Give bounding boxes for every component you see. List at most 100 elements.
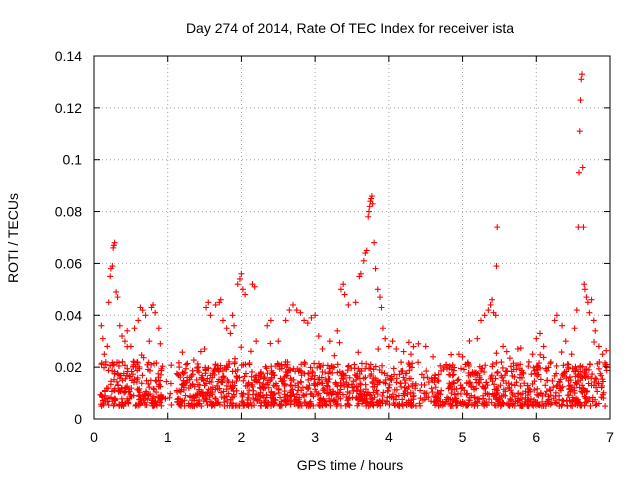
data-point <box>408 402 415 409</box>
data-point <box>111 400 118 407</box>
y-axis-ticks: 0 0.02 0.04 0.06 0.08 0.1 0.12 0.14 <box>55 48 610 427</box>
x-tick-label: 6 <box>532 429 540 445</box>
data-point <box>577 377 584 384</box>
data-point <box>223 366 230 373</box>
data-point <box>479 383 486 390</box>
plot-frame <box>93 55 611 420</box>
data-point <box>502 368 509 375</box>
data-point <box>578 71 585 78</box>
data-point <box>149 395 156 402</box>
data-point <box>98 392 105 399</box>
y-tick-label: 0.14 <box>55 48 82 64</box>
data-point <box>384 388 391 395</box>
data-point <box>365 213 372 220</box>
data-point <box>474 395 481 402</box>
data-point <box>353 388 360 395</box>
data-point <box>227 330 234 337</box>
data-point <box>153 389 160 396</box>
data-point <box>525 389 532 396</box>
data-point <box>297 309 304 316</box>
data-point <box>385 384 392 391</box>
data-point <box>271 383 278 390</box>
data-point <box>378 369 385 376</box>
data-point <box>341 291 348 298</box>
data-point <box>486 396 493 403</box>
data-point <box>278 398 285 405</box>
data-point <box>550 384 557 391</box>
data-point <box>366 203 373 210</box>
data-point <box>362 365 369 372</box>
data-point <box>333 401 340 408</box>
data-point <box>307 364 314 371</box>
data-point <box>305 370 312 377</box>
data-point <box>339 391 346 398</box>
data-point <box>557 376 564 383</box>
data-point <box>478 317 484 324</box>
data-point <box>583 398 590 405</box>
data-point <box>207 312 214 319</box>
data-point <box>368 193 375 200</box>
data-point <box>345 301 352 308</box>
data-point <box>368 395 375 402</box>
data-point <box>346 374 353 381</box>
data-point <box>588 375 595 382</box>
data-point <box>98 403 105 410</box>
data-point <box>368 371 375 378</box>
data-point <box>398 359 405 366</box>
data-point <box>145 380 152 387</box>
data-point <box>400 374 407 381</box>
data-point <box>493 391 500 398</box>
data-point <box>429 389 436 396</box>
data-point <box>202 364 209 371</box>
data-point <box>375 377 382 384</box>
data-point <box>498 393 505 400</box>
data-point <box>376 398 383 405</box>
data-point <box>465 372 472 379</box>
data-point <box>556 392 563 399</box>
data-point <box>558 402 565 409</box>
data-point <box>423 394 430 401</box>
data-point <box>134 359 141 366</box>
data-point <box>212 395 219 402</box>
data-point <box>579 164 586 171</box>
y-tick-label: 0.1 <box>63 152 83 168</box>
data-point <box>130 363 137 370</box>
data-point <box>102 358 109 365</box>
data-point <box>282 317 289 324</box>
data-point <box>358 360 365 367</box>
data-point <box>324 362 331 369</box>
data-point <box>522 398 529 405</box>
data-point <box>210 368 217 375</box>
data-point <box>584 373 591 380</box>
data-point <box>200 392 207 399</box>
data-point <box>511 382 518 389</box>
data-point <box>547 360 554 367</box>
data-point <box>408 364 415 371</box>
data-point <box>402 380 409 387</box>
data-point <box>581 393 588 400</box>
data-point <box>362 374 369 381</box>
data-point <box>572 373 579 380</box>
data-point <box>525 363 532 370</box>
data-point <box>457 390 464 397</box>
data-point <box>245 381 252 388</box>
data-point <box>138 352 145 359</box>
data-point <box>241 373 248 380</box>
data-point <box>482 384 489 391</box>
data-point <box>220 388 227 395</box>
data-point <box>121 362 128 369</box>
data-point <box>231 382 238 389</box>
data-point <box>372 265 379 272</box>
data-point <box>98 322 105 329</box>
data-point <box>405 339 412 346</box>
data-point <box>575 224 582 231</box>
data-point <box>510 360 517 367</box>
data-point <box>271 399 278 406</box>
data-point <box>190 393 197 400</box>
data-point <box>410 343 417 350</box>
data-point <box>553 383 560 390</box>
data-point <box>497 382 504 389</box>
data-point <box>489 361 496 368</box>
data-point <box>146 367 153 374</box>
